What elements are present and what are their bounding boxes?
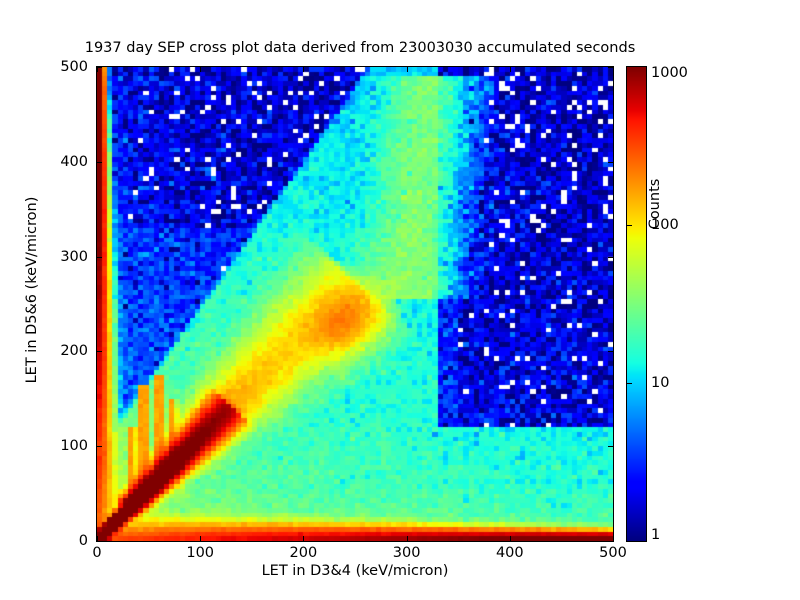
y-axis-label: LET in D5&6 (keV/micron) — [24, 196, 40, 384]
y-tick-label-200: 200 — [60, 343, 88, 360]
plot-title-line-1: 1937 day SEP cross plot data derived fro… — [84, 40, 636, 56]
plot-axes — [96, 66, 614, 542]
x-tick-label-0: 0 — [92, 545, 102, 561]
colorbar-tick-label-1000: 1000 — [651, 65, 688, 81]
colorbar — [626, 66, 647, 542]
x-tick-0 — [97, 536, 98, 541]
colorbar-tick-label-100: 100 — [651, 217, 679, 233]
y-tick-200 — [97, 351, 102, 353]
x-tick-top-200 — [303, 67, 305, 72]
x-tick-500 — [613, 536, 614, 541]
x-tick-top-500 — [613, 67, 614, 72]
y-tick-label-300: 300 — [60, 248, 88, 265]
colorbar-tick-10 — [627, 383, 632, 384]
y-tick-right-500 — [608, 67, 613, 68]
x-tick-label-100: 100 — [186, 545, 215, 561]
x-tick-top-100 — [200, 67, 202, 72]
x-tick-400 — [509, 536, 511, 541]
y-tick-right-0 — [608, 541, 613, 542]
colorbar-gradient — [627, 67, 646, 541]
y-tick-right-400 — [608, 161, 613, 163]
y-tick-100 — [97, 446, 102, 448]
x-tick-label-500: 500 — [599, 545, 627, 561]
y-tick-300 — [97, 256, 102, 258]
x-tick-300 — [406, 536, 408, 541]
x-tick-label-300: 300 — [392, 545, 421, 561]
y-tick-500 — [97, 67, 102, 68]
x-tick-200 — [303, 536, 305, 541]
x-tick-100 — [200, 536, 202, 541]
y-tick-label-500: 500 — [60, 59, 88, 75]
colorbar-label: Counts — [647, 178, 663, 230]
y-tick-label-0: 0 — [78, 533, 88, 549]
y-tick-400 — [97, 161, 102, 163]
colorbar-tick-label-10: 10 — [651, 375, 670, 391]
y-tick-label-100: 100 — [60, 438, 88, 455]
x-tick-label-200: 200 — [289, 545, 318, 561]
y-tick-right-300 — [608, 256, 613, 258]
x-tick-top-300 — [406, 67, 408, 72]
x-tick-label-400: 400 — [495, 545, 524, 561]
y-tick-right-100 — [608, 446, 613, 448]
colorbar-tick-100 — [627, 225, 632, 226]
x-tick-top-400 — [509, 67, 511, 72]
y-tick-0 — [97, 541, 102, 542]
y-tick-label-400: 400 — [60, 153, 88, 170]
colorbar-tick-label-1: 1 — [651, 527, 661, 543]
x-axis-label: LET in D3&4 (keV/micron) — [261, 563, 449, 579]
y-tick-right-200 — [608, 351, 613, 353]
x-tick-top-0 — [97, 67, 98, 72]
density-heatmap — [97, 67, 613, 541]
